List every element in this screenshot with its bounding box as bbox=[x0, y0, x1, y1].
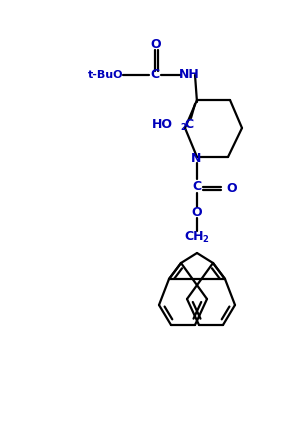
Text: C: C bbox=[151, 69, 160, 82]
Text: 2: 2 bbox=[180, 123, 186, 131]
Text: C: C bbox=[184, 117, 194, 131]
Text: CH: CH bbox=[184, 231, 204, 243]
Text: 2: 2 bbox=[202, 235, 208, 245]
Text: O: O bbox=[192, 205, 202, 218]
Text: C: C bbox=[192, 181, 201, 194]
Text: O: O bbox=[151, 38, 161, 51]
Text: O: O bbox=[227, 181, 237, 195]
Text: HO: HO bbox=[152, 117, 173, 131]
Text: NH: NH bbox=[179, 69, 199, 82]
Text: t-BuO: t-BuO bbox=[88, 70, 124, 80]
Text: N: N bbox=[191, 152, 201, 165]
